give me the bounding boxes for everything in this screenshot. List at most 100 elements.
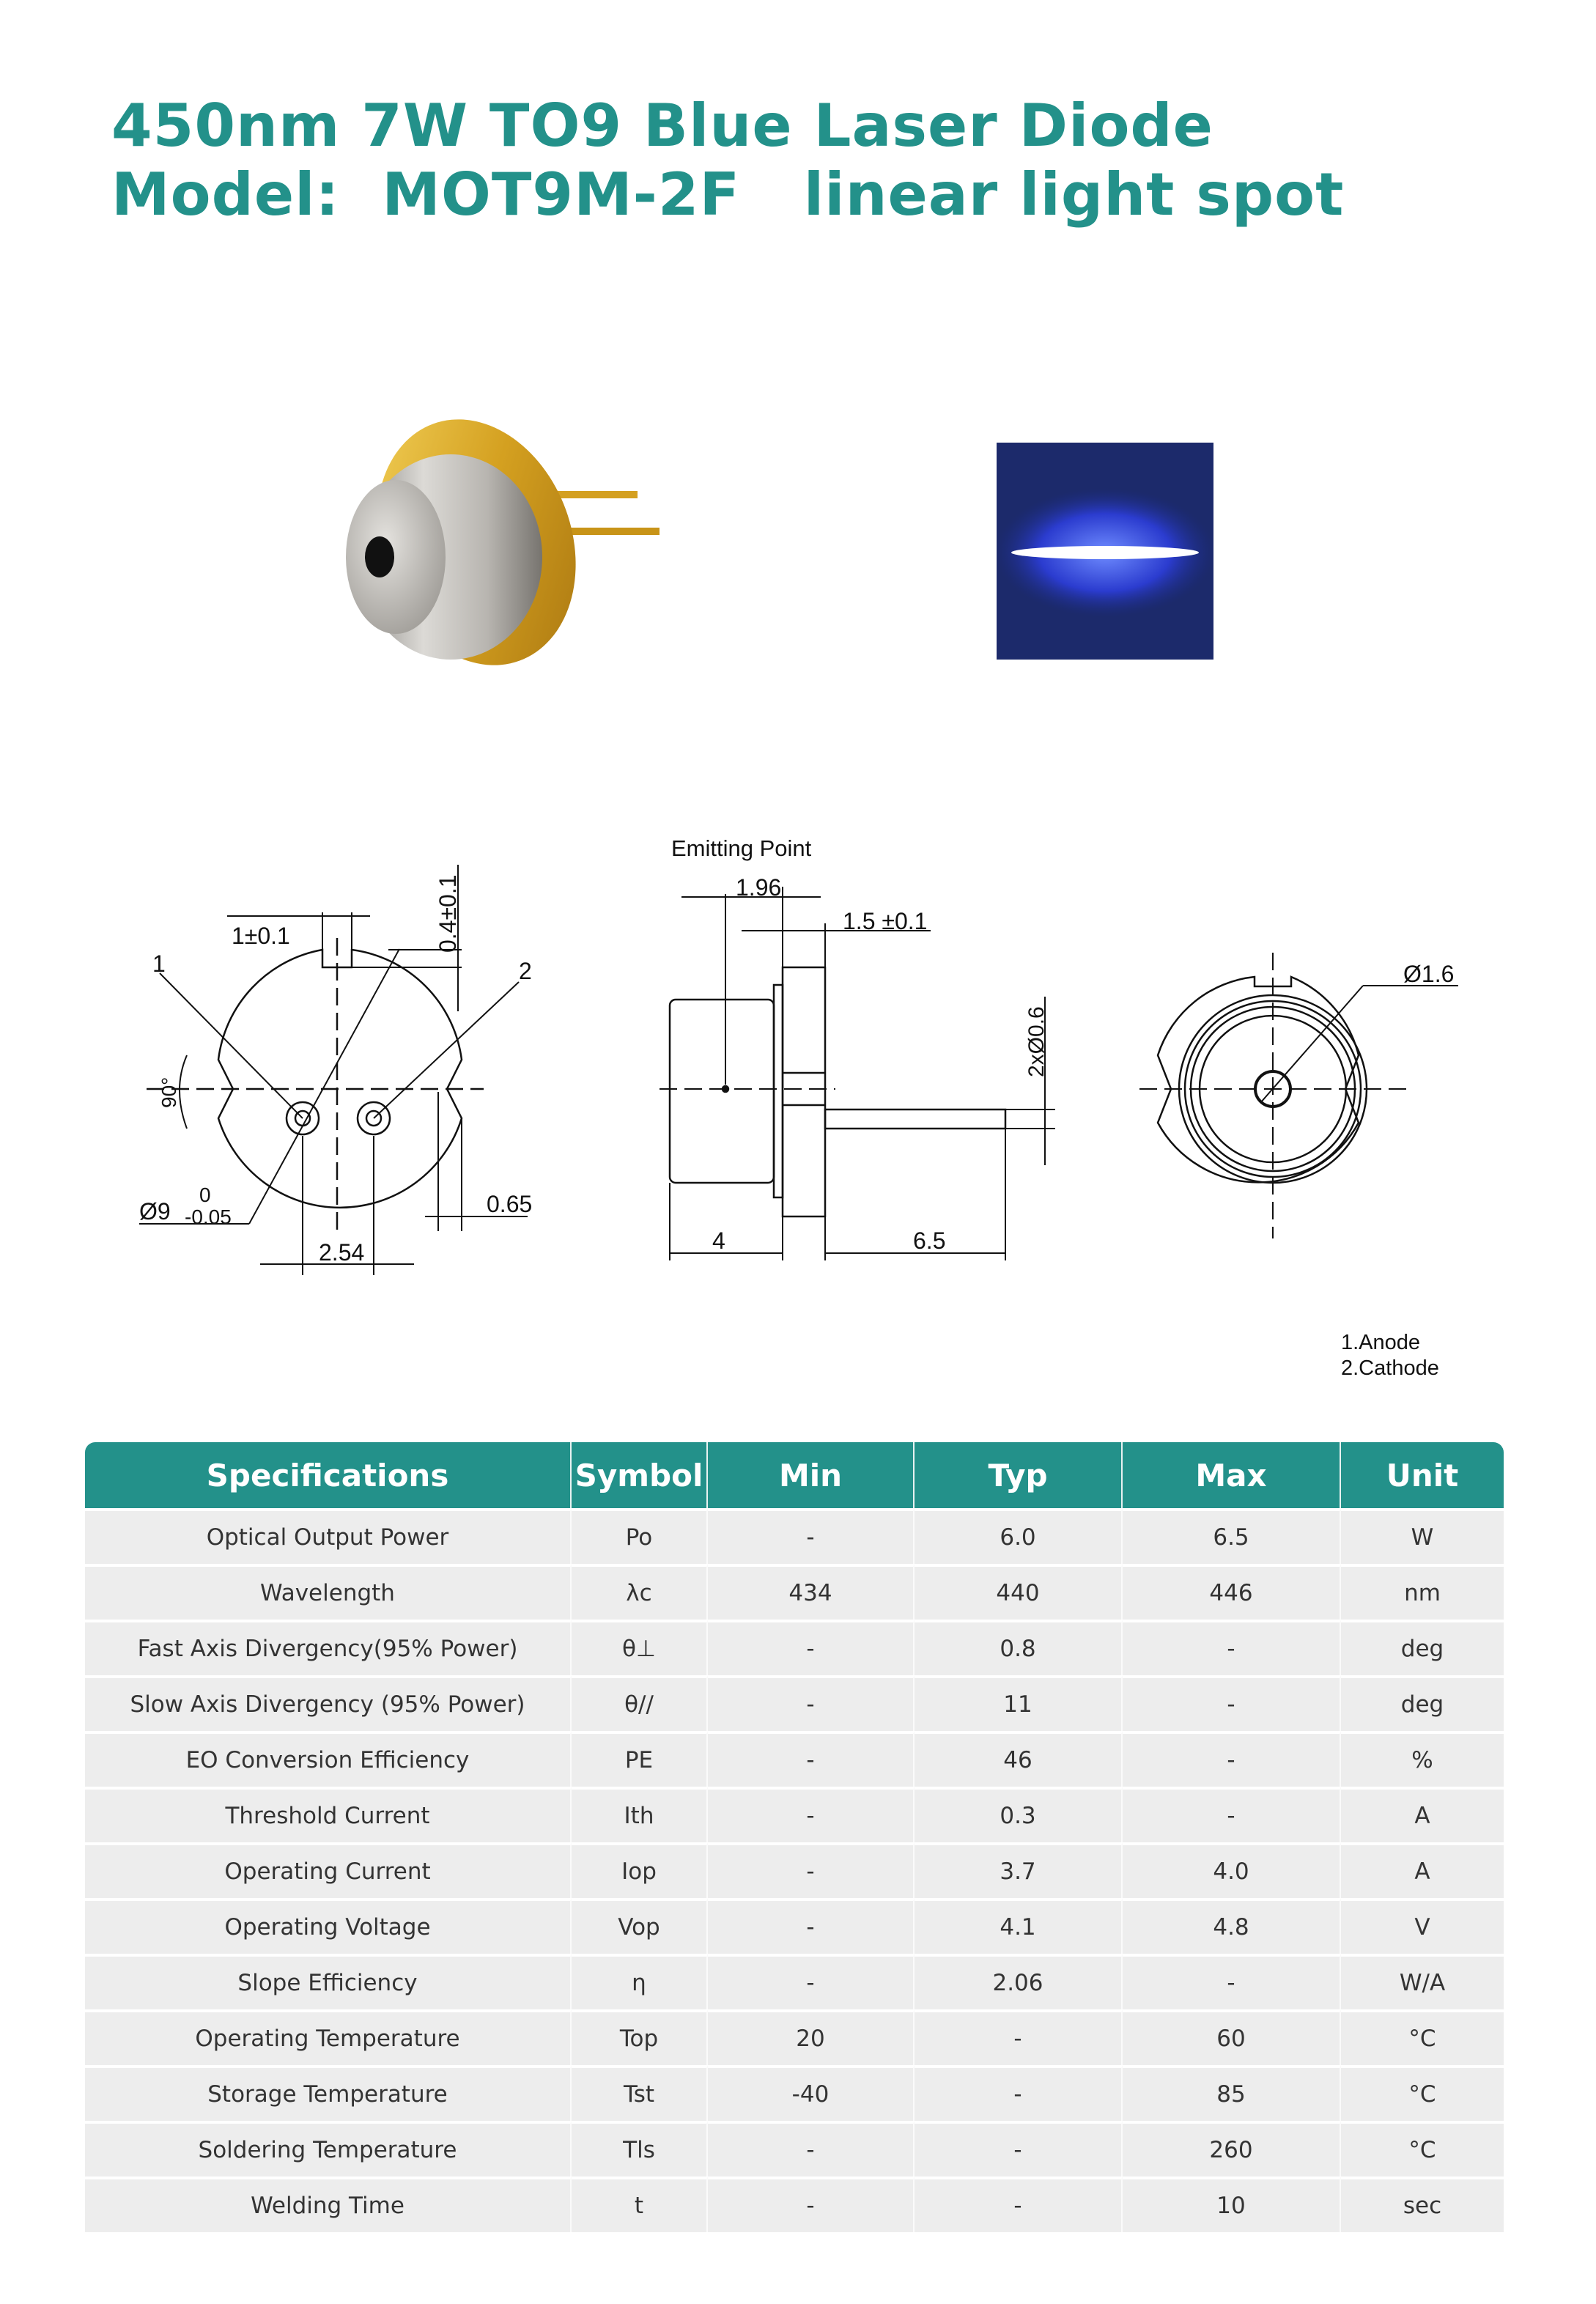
legend-cathode: 2.Cathode [1341,1356,1439,1380]
table-cell: θ⊥ [572,1620,708,1675]
table-cell: Tst [572,2065,708,2121]
table-cell: Operating Temperature [85,2009,572,2065]
table-cell: - [708,2176,915,2232]
table-cell: - [1123,1620,1341,1675]
table-cell: 0.3 [915,1787,1123,1842]
table-cell: V [1341,1898,1504,1954]
dimension-drawing: 1±0.1 0.4±0.1 1 2 90° Ø9 0 -0.05 2.54 0.… [139,835,1458,1275]
table-row: Operating Current Iop -3.7 4.0 A [85,1842,1504,1898]
table-cell: - [708,2121,915,2176]
table-cell: 446 [1123,1564,1341,1620]
table-cell: - [708,1898,915,1954]
table-cell: - [1123,1787,1341,1842]
table-cell: - [1123,1954,1341,2009]
table-cell: deg [1341,1675,1504,1731]
table-cell: θ// [572,1675,708,1731]
pin-pitch-label: 2.54 [319,1239,364,1266]
pin-diameter-label: 2xØ0.6 [1024,1006,1049,1077]
table-cell: - [708,1731,915,1787]
table-cell: 4.0 [1123,1842,1341,1898]
table-cell: 2.06 [915,1954,1123,2009]
front-view: 1±0.1 0.4±0.1 1 2 90° Ø9 0 -0.05 2.54 0.… [139,865,532,1275]
table-cell: Slope Efficiency [85,1954,572,2009]
table-cell: 260 [1123,2121,1341,2176]
page-title: 450nm 7W TO9 Blue Laser Diode [111,92,1213,160]
table-cell: t [572,2176,708,2232]
table-cell: 4.1 [915,1898,1123,1954]
table-cell: Fast Axis Divergency(95% Power) [85,1620,572,1675]
table-cell: η [572,1954,708,2009]
table-cell: 11 [915,1675,1123,1731]
table-cell: Top [572,2009,708,2065]
table-cell: W [1341,1508,1504,1564]
rear-view: Ø1.6 [1139,953,1458,1238]
table-cell: Iop [572,1842,708,1898]
table-cell: % [1341,1731,1504,1787]
table-cell: 0.8 [915,1620,1123,1675]
table-row: Slow Axis Divergency (95% Power) θ//-11- d… [85,1675,1504,1731]
pin-length-label: 6.5 [913,1227,945,1254]
table-cell: 20 [708,2009,915,2065]
tol-lower-label: -0.05 [185,1205,232,1228]
table-cell: 440 [915,1564,1123,1620]
table-cell: Soldering Temperature [85,2121,572,2176]
table-cell: A [1341,1842,1504,1898]
table-cell: - [708,1787,915,1842]
flange-label: 1.5 ±0.1 [843,908,927,934]
table-cell: Po [572,1508,708,1564]
table-cell: 434 [708,1564,915,1620]
table-cell: 6.5 [1123,1508,1341,1564]
column-header: Specifications [85,1442,572,1508]
table-cell: - [708,1620,915,1675]
table-cell: 10 [1123,2176,1341,2232]
table-cell: PE [572,1731,708,1787]
table-cell: -40 [708,2065,915,2121]
table-row: Threshold Current Ith -0.3- A [85,1787,1504,1842]
table-cell: Slow Axis Divergency (95% Power) [85,1675,572,1731]
table-cell: A [1341,1787,1504,1842]
pin1-label: 1 [152,950,166,977]
table-cell: 4.8 [1123,1898,1341,1954]
table-row: Operating Voltage Vop -4.1 4.8 V [85,1898,1504,1954]
table-row: Fast Axis Divergency(95% Power) θ⊥ -0.8- de… [85,1620,1504,1675]
table-row: Slope Efficiency η -2.06- W/A [85,1954,1504,2009]
table-cell: - [708,1675,915,1731]
table-cell: W/A [1341,1954,1504,2009]
diameter-label: Ø9 [139,1198,171,1225]
table-row: EO Conversion Efficiency PE -46-% [85,1731,1504,1787]
table-cell: - [915,2121,1123,2176]
notch-depth-label: 0.4±0.1 [435,874,461,953]
pin-legend: 1.Anode 2.Cathode [1341,1330,1439,1381]
table-cell: Operating Voltage [85,1898,572,1954]
flat-label: 0.65 [487,1191,532,1217]
table-row: Soldering Temperature Tls - -260 °C [85,2121,1504,2176]
table-cell: - [1123,1675,1341,1731]
table-cell: 46 [915,1731,1123,1787]
column-header: Typ [915,1442,1123,1508]
linear-light-spot-image [997,443,1213,660]
table-row: Welding Time t - -10 sec [85,2176,1504,2232]
table-cell: Ith [572,1787,708,1842]
emit-offset-label: 1.96 [736,874,781,901]
table-cell: °C [1341,2121,1504,2176]
table-cell: λc [572,1564,708,1620]
pin2-label: 2 [519,958,532,984]
table-cell: Operating Current [85,1842,572,1898]
table-cell: EO Conversion Efficiency [85,1731,572,1787]
table-cell: Wavelength [85,1564,572,1620]
angle-label: 90° [158,1077,180,1108]
legend-anode: 1.Anode [1341,1331,1421,1354]
laser-diode-photo [346,419,660,665]
table-cell: - [915,2065,1123,2121]
model-title: Model: MOT9M-2F linear light spot [111,160,1345,229]
window-diameter-label: Ø1.6 [1403,961,1454,987]
table-cell: - [708,1954,915,2009]
specifications-table: Specifications Symbol Min Typ Max Unit Optica… [85,1442,1504,2232]
column-header: Min [708,1442,915,1508]
table-row: Wavelength λc 434 440 446 nm [85,1564,1504,1620]
table-cell: Threshold Current [85,1787,572,1842]
emitting-point-label: Emitting Point [671,835,812,861]
tol-upper-label: 0 [199,1184,211,1206]
column-header: Max [1123,1442,1341,1508]
table-cell: Welding Time [85,2176,572,2232]
